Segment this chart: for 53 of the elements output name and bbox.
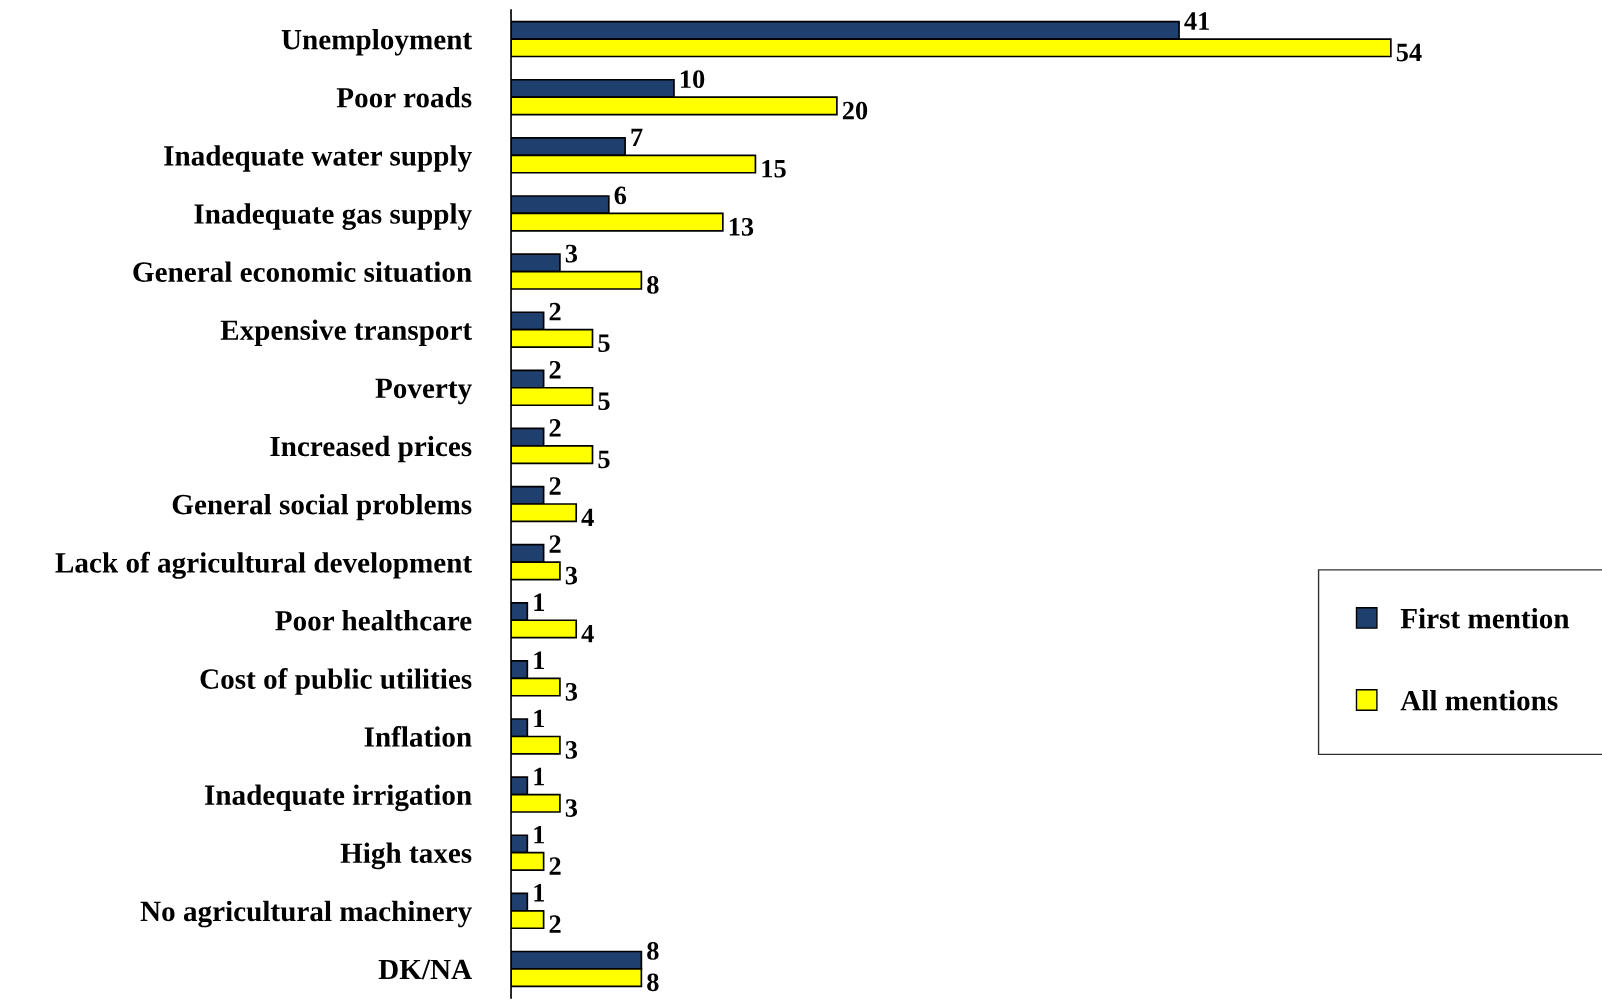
y-tick-label: Cost of public utilities (200, 668, 472, 695)
y-tick-label: High taxes (340, 842, 472, 870)
data-label: 3 (565, 244, 578, 263)
data-label: 4 (581, 508, 594, 527)
data-label: 3 (565, 741, 578, 759)
data-label: 3 (565, 682, 578, 701)
data-label: 54 (1396, 43, 1422, 62)
data-label: 41 (1184, 12, 1209, 30)
y-tick-label: No agricultural machinery (140, 900, 472, 928)
data-label: 7 (631, 128, 643, 146)
y-tick-label: Inflation (364, 726, 472, 747)
y-tick-label: Unemployment (281, 28, 473, 56)
y-tick-label: Poverty (375, 378, 472, 405)
y-tick-label: Expensive transport (220, 319, 473, 346)
legend-label: First mention (1400, 607, 1570, 629)
data-label: 8 (647, 276, 659, 294)
data-label: 20 (842, 101, 868, 120)
data-label: 3 (565, 566, 578, 585)
data-label: 1 (534, 593, 545, 611)
data-label: 3 (565, 799, 578, 817)
y-tick-label: Inadequate water supply (164, 145, 472, 172)
data-label: 1 (534, 825, 545, 844)
data-label: 6 (614, 186, 627, 205)
data-label: 5 (598, 450, 610, 469)
y-tick-label: DK/NA (378, 959, 472, 980)
data-label: 2 (549, 360, 561, 379)
data-label: 1 (534, 651, 545, 670)
y-tick-label: Increased prices (270, 435, 472, 463)
data-label: 1 (534, 884, 545, 902)
data-label: 2 (549, 302, 561, 321)
data-label: 5 (598, 334, 610, 352)
y-tick-label: General economic situation (133, 261, 472, 283)
data-label: 2 (549, 915, 561, 933)
y-tick-label: Inadequate gas supply (194, 203, 472, 230)
data-label: 10 (680, 70, 705, 89)
data-label: 2 (549, 535, 561, 553)
y-tick-label: Poor healthcare (275, 610, 472, 631)
y-tick-label: Lack of agricultural development (55, 551, 473, 579)
legend-label: All mentions (1400, 689, 1558, 711)
data-label: 2 (549, 419, 561, 437)
data-label: 13 (729, 217, 754, 236)
data-label: 5 (598, 392, 610, 411)
data-label: 4 (581, 624, 594, 643)
data-label: 1 (534, 709, 545, 728)
data-label: 15 (762, 159, 786, 178)
data-label: 8 (647, 973, 659, 992)
data-label: 2 (549, 857, 561, 875)
data-label: 1 (534, 767, 545, 786)
y-tick-label: Poor roads (336, 87, 472, 108)
data-label: 2 (549, 477, 561, 495)
data-label: 8 (647, 942, 659, 960)
y-tick-label: General social problems (172, 493, 472, 521)
y-tick-label: Inadequate irrigation (204, 784, 472, 812)
